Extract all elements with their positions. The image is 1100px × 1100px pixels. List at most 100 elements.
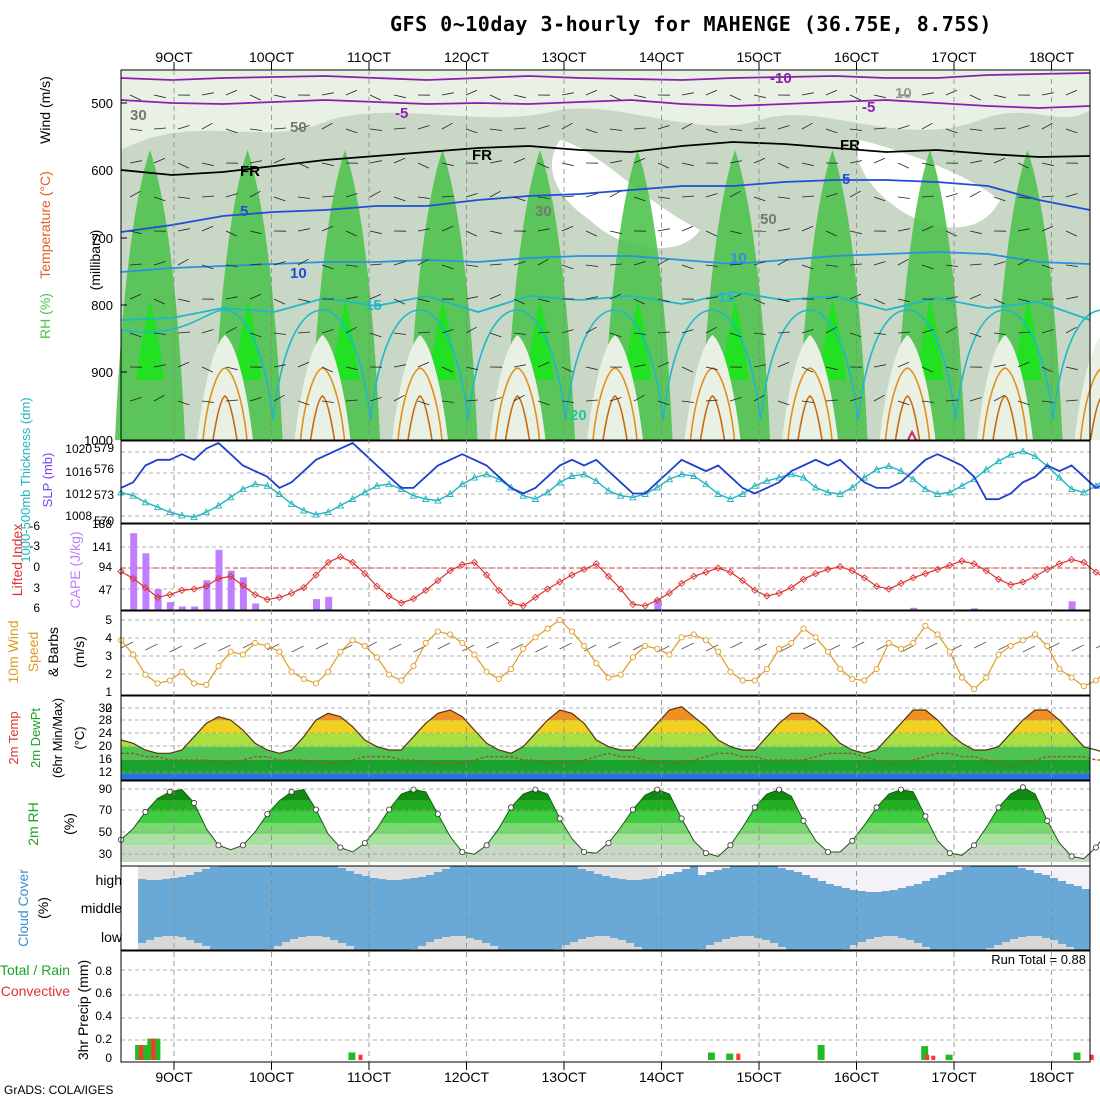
cloud-gap-low — [146, 940, 154, 950]
wind-barb — [705, 399, 719, 402]
x-label-bottom: 11OCT — [347, 1069, 392, 1085]
wind-barb — [201, 329, 214, 334]
wind-barb — [535, 645, 548, 653]
cloud-gap-high — [378, 866, 386, 879]
wind-barb — [273, 127, 287, 130]
cloud-gap-high — [954, 866, 962, 870]
wind-barb — [345, 193, 358, 198]
lifted-index-line-point — [872, 582, 881, 590]
wind-barb — [585, 230, 598, 237]
cloud-gap-low — [1066, 947, 1074, 950]
cloud-gap-high — [826, 866, 834, 884]
x-label-top: 9OCT — [155, 49, 193, 65]
cloud-gap-low — [322, 937, 330, 950]
wind-barb — [681, 642, 694, 650]
precip-frame — [120, 950, 1091, 1063]
thickness-line-point — [1067, 485, 1076, 493]
rh-bands — [121, 787, 1090, 862]
lifted-index-line-point — [994, 575, 1003, 583]
cape-tick: 94 — [99, 560, 113, 574]
cloud-gap-high — [874, 866, 882, 892]
isotherm-25 — [982, 367, 1028, 441]
rh-point — [166, 788, 173, 795]
cloud-gap-high — [642, 866, 650, 879]
lifted-index-line-point — [1031, 572, 1039, 581]
wind-barb — [705, 326, 717, 334]
wind-barb — [681, 225, 694, 232]
cape-bar — [654, 599, 662, 610]
precip-panel: Run Total = 0.88 — [121, 952, 1094, 1061]
lifted-index-line-point — [482, 571, 491, 579]
cloud-gap-high — [834, 866, 842, 886]
rh-point — [337, 844, 344, 851]
cloud-gap-low — [490, 946, 498, 950]
wind-barb — [945, 230, 958, 237]
wind-speed-line-point — [971, 686, 978, 693]
wind-barb — [945, 89, 958, 96]
rh-point — [629, 806, 636, 813]
cape-bar — [178, 606, 186, 610]
lifted-index-line-point — [373, 582, 381, 590]
cape-bar — [130, 533, 138, 610]
isotherm-minus-10 — [120, 72, 1091, 81]
rh-point — [142, 808, 149, 815]
wind-speed-line-point — [849, 675, 856, 683]
wind-barb — [729, 263, 743, 266]
dry-plume — [197, 335, 253, 440]
lifted-index-line-point — [348, 558, 357, 567]
cloud-gap-high — [410, 866, 418, 878]
cloud-gap-high — [786, 866, 794, 870]
li-axis-label: Lifted Index — [9, 524, 25, 596]
wind-barb — [993, 261, 1006, 266]
wind-speed-line-point — [154, 680, 161, 687]
wind-barb — [681, 264, 694, 270]
rh-point — [605, 840, 612, 847]
wind-barb — [657, 298, 670, 303]
wind-barb — [609, 94, 622, 101]
wind-barb — [729, 230, 742, 235]
wind-barb — [825, 326, 837, 334]
lifted-index-line-point — [860, 574, 869, 582]
x-label-top: 16OCT — [834, 49, 880, 65]
wind-barb — [321, 400, 334, 403]
cloud-gap-low — [562, 945, 570, 950]
cloud-frame — [120, 865, 1091, 951]
wind-barb — [729, 293, 742, 300]
wind-barb — [705, 128, 718, 134]
wind-barb — [1041, 400, 1054, 403]
wind-speed-line-point — [130, 651, 137, 658]
wind-speed-line-point — [873, 665, 880, 673]
wind-barb — [825, 264, 838, 267]
dry-plume — [879, 335, 936, 440]
precip-tick: 0.4 — [95, 1009, 112, 1023]
rh-saturated-core — [136, 300, 164, 380]
wind-barb — [1065, 366, 1078, 371]
wind-barb — [681, 92, 694, 96]
wind-barb — [153, 332, 166, 335]
wind-barb — [801, 366, 814, 373]
thickness-line-point — [482, 470, 491, 478]
thickness-line-point — [251, 480, 259, 488]
lifted-index-line-point — [1007, 581, 1015, 589]
cloud-gap-low — [866, 939, 874, 950]
wind-barb — [321, 264, 334, 270]
cloud-gap-high — [362, 866, 370, 876]
x-label-top: 13OCT — [541, 49, 587, 65]
wind-barb — [489, 332, 502, 338]
isotherm-25 — [397, 367, 443, 441]
wind-barb — [153, 364, 166, 368]
wind-barb — [633, 364, 646, 368]
cloud-gap-low — [482, 943, 490, 950]
wind-barb — [393, 157, 406, 164]
isotherm-30 — [309, 395, 336, 441]
wind-barb — [801, 122, 813, 130]
lifted-index-line-point — [909, 574, 917, 582]
contour-label: -10 — [770, 70, 792, 87]
cloud-gap-high — [138, 866, 146, 879]
dry-plume — [294, 335, 351, 440]
wind-barb — [129, 293, 142, 300]
rh-point — [678, 815, 685, 822]
wind-barb — [969, 263, 983, 266]
cape-bar — [971, 608, 979, 610]
